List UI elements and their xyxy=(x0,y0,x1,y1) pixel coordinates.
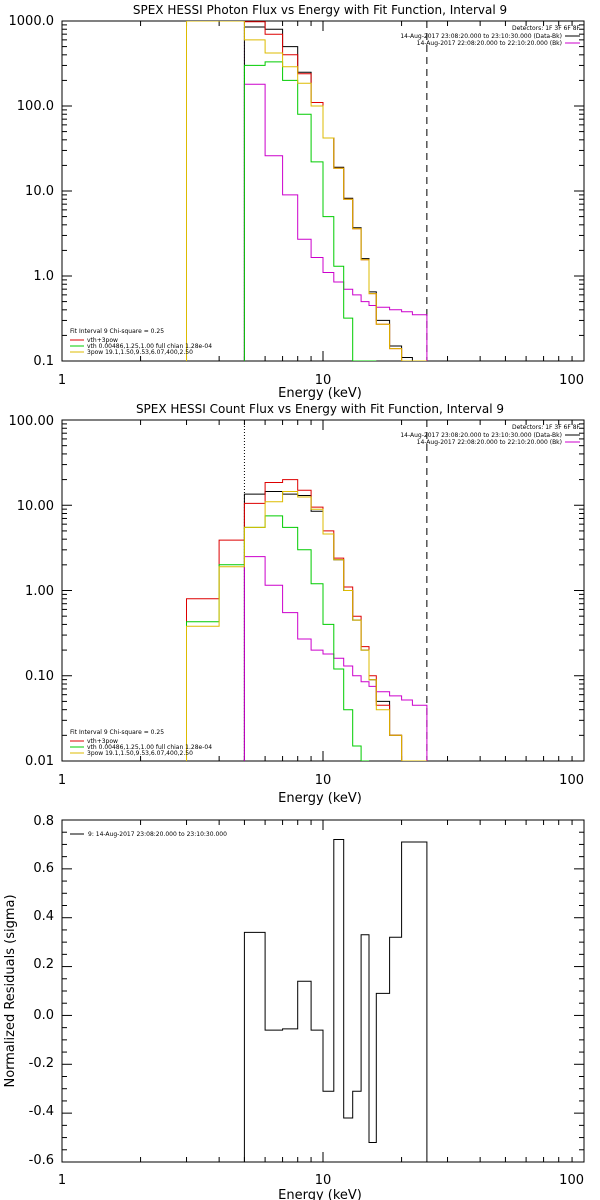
panel1-ytick-label: 0.1 xyxy=(33,354,54,369)
panel1-series-3pow xyxy=(186,21,427,361)
panel1-title: SPEX HESSI Photon Flux vs Energy with Fi… xyxy=(133,3,507,17)
panel1-xtick-label: 1 xyxy=(58,373,66,388)
panel3-series-9-14-aug-2017-23-08-20-000-to-23-10-30-000 xyxy=(243,839,428,1162)
panel3-ytick-label: -0.4 xyxy=(29,1104,54,1119)
panel1-xlabel: Energy (keV) xyxy=(278,386,362,401)
photon-flux-panel: SPEX HESSI Photon Flux vs Energy with Fi… xyxy=(9,3,585,401)
panel1-legend-bk: 14-Aug-2017 22:08:20.000 to 22:10:20.000… xyxy=(417,40,562,47)
panel3-xtick-label: 100 xyxy=(559,1173,584,1188)
panel2-fit-legend-label: vth 0.00486,1.25,1.00 full chian 1.28e-0… xyxy=(87,744,212,751)
panel2-fit-header: Fit Interval 9 Chi-square = 0.25 xyxy=(70,729,164,736)
panel1-series-vth xyxy=(243,61,377,361)
panel3-ytick-label: 0.2 xyxy=(33,957,54,972)
panel3-legend-label: 9: 14-Aug-2017 23:08:20.000 to 23:10:30.… xyxy=(88,831,227,838)
panel2-xtick-label: 100 xyxy=(559,773,584,788)
panel1-ytick-label: 1000.0 xyxy=(9,14,55,29)
panel1-fit-legend-label: vth+3pow xyxy=(87,337,118,344)
panel2-legend-bk: 14-Aug-2017 22:08:20.000 to 22:10:20.000… xyxy=(417,439,562,446)
panel3-ytick-label: -0.2 xyxy=(29,1056,54,1071)
panel2-xlabel: Energy (keV) xyxy=(278,791,362,806)
panel2-ytick-label: 10.00 xyxy=(17,499,54,514)
panel1-series xyxy=(186,21,428,361)
panel3-xlabel: Energy (keV) xyxy=(278,1188,362,1200)
panel2-legend-data-bk: 14-Aug-2017 23:08:20.000 to 23:10:30.000… xyxy=(400,432,562,439)
panel1-detectors: Detectors: 1F 3F 6F 8F xyxy=(512,25,581,32)
panel3-ytick-label: 0.0 xyxy=(33,1008,54,1023)
panel2-fit-legend-label: vth+3pow xyxy=(87,738,118,745)
panel2-title: SPEX HESSI Count Flux vs Energy with Fit… xyxy=(136,402,504,416)
panel3-ytick-label: 0.8 xyxy=(33,814,54,829)
panel3-ytick-label: -0.6 xyxy=(29,1153,54,1168)
panel3-series xyxy=(243,839,428,1162)
panel3-ticks xyxy=(61,819,584,1163)
panel1-series-data-bk xyxy=(243,26,427,361)
panel3-frame xyxy=(61,819,585,1163)
panel2-reference-lines xyxy=(243,420,428,761)
panel2-series-bk xyxy=(243,556,428,761)
panel1-legend-data-bk: 14-Aug-2017 23:08:20.000 to 23:10:30.000… xyxy=(400,33,562,40)
panel3-xtick-label: 10 xyxy=(315,1173,332,1188)
panel1-ytick-label: 10.0 xyxy=(25,184,54,199)
panel2-series-data-bk xyxy=(243,491,427,761)
panel1-fit-legend-label: vth 0.00486,1.25,1.00 full chian 1.28e-0… xyxy=(87,343,212,350)
panel1-reference-lines xyxy=(243,21,428,361)
panel2-ytick-label: 100.00 xyxy=(9,414,55,429)
panel2-series xyxy=(186,479,428,761)
panel3-xtick-label: 1 xyxy=(58,1173,66,1188)
panel2-detectors: Detectors: 1F 3F 6F 8F xyxy=(512,424,581,431)
panel2-ytick-label: 1.00 xyxy=(25,584,54,599)
panel1-xtick-label: 10 xyxy=(315,373,332,388)
panel2-series-vth-3pow xyxy=(186,479,427,761)
panel1-ytick-label: 1.0 xyxy=(33,269,54,284)
count-flux-panel: SPEX HESSI Count Flux vs Energy with Fit… xyxy=(9,402,585,806)
panel3-ytick-label: 0.4 xyxy=(33,909,54,924)
residuals-panel: 0.8 0.6 0.4 0.2 0.0 -0.2 -0.4 -0.6 1 10 … xyxy=(3,814,585,1200)
panel2-xtick-label: 10 xyxy=(315,773,332,788)
panel1-fit-legend-label: 3pow 19.1,1.50,9.53,6.07,400,2.50 xyxy=(87,349,193,356)
panel1-xtick-label: 100 xyxy=(559,373,584,388)
panel2-series-vth xyxy=(186,515,369,761)
panel2-xtick-label: 1 xyxy=(58,773,66,788)
panel1-series-bk xyxy=(243,83,428,361)
panel2-ytick-label: 0.01 xyxy=(25,754,54,769)
panel1-fit-header: Fit Interval 9 Chi-square = 0.25 xyxy=(70,328,164,335)
panel2-series-3pow xyxy=(186,491,427,761)
panel2-fit-legend-label: 3pow 19.1,1.50,9.53,6.07,400,2.50 xyxy=(87,750,193,757)
panel3-ytick-label: 0.6 xyxy=(33,861,54,876)
panel2-ytick-label: 0.10 xyxy=(25,669,54,684)
panel1-ytick-label: 100.0 xyxy=(17,99,54,114)
panel3-ylabel: Normalized Residuals (sigma) xyxy=(3,894,18,1087)
